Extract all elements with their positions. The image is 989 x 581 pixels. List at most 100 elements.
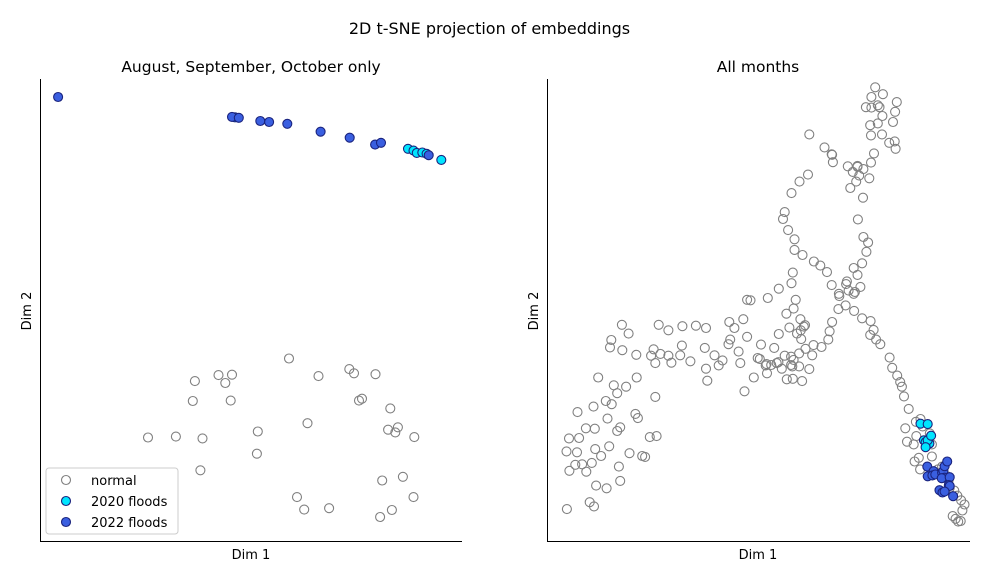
right-point-normal-16 bbox=[591, 480, 602, 491]
right-point-normal-222 bbox=[959, 499, 970, 510]
right-y-axis-label: Dim 2 bbox=[527, 292, 542, 331]
right-point-normal-183 bbox=[841, 279, 852, 290]
right-point-normal-2 bbox=[570, 459, 581, 470]
right-point-normal-167 bbox=[819, 142, 830, 153]
legend-label-2022-floods: 2022 floods bbox=[91, 516, 168, 531]
right-point-normal-106 bbox=[788, 303, 799, 314]
right-point-normal-20 bbox=[615, 475, 626, 486]
left-point-normal-10 bbox=[251, 448, 262, 459]
right-point-normal-181 bbox=[826, 280, 837, 291]
right-point-normal-113 bbox=[786, 351, 797, 362]
right-point-normal-118 bbox=[808, 340, 819, 351]
legend-marker-2022-floods bbox=[60, 516, 72, 528]
right-point-normal-147 bbox=[866, 102, 877, 113]
right-point-2022-floods-16 bbox=[939, 486, 950, 497]
right-point-normal-98 bbox=[729, 322, 740, 334]
right-point-normal-8 bbox=[574, 432, 585, 444]
right-point-normal-157 bbox=[890, 106, 901, 117]
right-point-normal-122 bbox=[827, 316, 838, 328]
right-point-normal-115 bbox=[804, 364, 815, 375]
left-point-normal-17 bbox=[353, 395, 365, 406]
right-point-normal-41 bbox=[615, 422, 626, 433]
right-point-normal-57 bbox=[677, 321, 688, 332]
right-point-normal-145 bbox=[865, 130, 877, 141]
left-point-normal-22 bbox=[383, 424, 394, 435]
right-point-normal-10 bbox=[589, 423, 600, 434]
left-point-normal-28 bbox=[386, 504, 397, 516]
right-point-normal-32 bbox=[606, 334, 617, 346]
right-point-normal-206 bbox=[901, 436, 913, 447]
right-point-normal-133 bbox=[863, 237, 874, 248]
right-point-normal-31 bbox=[604, 342, 616, 353]
right-point-normal-164 bbox=[854, 170, 865, 181]
right-point-normal-130 bbox=[852, 269, 863, 280]
right-point-normal-223 bbox=[957, 505, 968, 516]
left-point-normal-1 bbox=[170, 431, 181, 442]
right-point-normal-6 bbox=[563, 433, 575, 444]
right-point-normal-72 bbox=[739, 386, 750, 397]
right-point-normal-67 bbox=[725, 334, 736, 345]
right-point-normal-109 bbox=[799, 320, 811, 331]
left-point-normal-7 bbox=[226, 369, 238, 380]
right-point-normal-143 bbox=[865, 157, 877, 168]
right-point-normal-104 bbox=[787, 267, 798, 278]
right-point-normal-102 bbox=[773, 283, 784, 294]
left-point-2022-floods-6 bbox=[315, 126, 326, 137]
left-point-normal-27 bbox=[408, 492, 419, 503]
right-point-normal-178 bbox=[808, 256, 819, 267]
right-point-normal-47 bbox=[650, 358, 661, 369]
right-point-normal-49 bbox=[648, 344, 659, 355]
right-point-normal-180 bbox=[821, 267, 833, 278]
right-point-normal-30 bbox=[593, 372, 604, 383]
right-point-normal-162 bbox=[860, 102, 871, 113]
right-point-normal-66 bbox=[717, 355, 728, 366]
left-point-normal-3 bbox=[187, 395, 198, 407]
right-panel-title: All months bbox=[717, 58, 800, 76]
right-point-normal-53 bbox=[685, 356, 696, 367]
right-point-normal-166 bbox=[827, 157, 838, 168]
right-point-normal-50 bbox=[655, 348, 666, 359]
left-point-normal-8 bbox=[225, 395, 236, 406]
left-point-2022-floods-4 bbox=[264, 116, 275, 128]
right-point-normal-137 bbox=[851, 176, 862, 187]
left-point-normal-13 bbox=[313, 371, 324, 382]
right-point-normal-75 bbox=[755, 339, 767, 350]
left-point-normal-9 bbox=[195, 465, 206, 476]
right-point-normal-43 bbox=[640, 451, 651, 462]
right-point-normal-4 bbox=[577, 459, 588, 470]
left-point-normal-20 bbox=[385, 403, 396, 414]
left-point-2022-floods-5 bbox=[282, 118, 293, 129]
right-point-normal-55 bbox=[653, 319, 664, 330]
right-point-normal-11 bbox=[588, 401, 599, 412]
right-point-normal-12 bbox=[586, 457, 597, 468]
right-point-normal-5 bbox=[561, 446, 572, 457]
left-point-normal-23 bbox=[392, 422, 403, 433]
legend-marker-normal bbox=[60, 474, 72, 486]
right-point-normal-14 bbox=[590, 444, 601, 455]
right-point-normal-82 bbox=[786, 359, 797, 371]
right-point-normal-0 bbox=[561, 504, 572, 515]
right-point-normal-60 bbox=[700, 322, 712, 334]
right-point-normal-151 bbox=[872, 118, 883, 129]
left-x-axis-label: Dim 1 bbox=[232, 548, 271, 563]
right-point-normal-80 bbox=[776, 363, 787, 374]
right-point-normal-175 bbox=[789, 234, 800, 245]
right-point-normal-144 bbox=[868, 148, 880, 159]
right-point-normal-37 bbox=[631, 372, 642, 383]
right-point-normal-78 bbox=[766, 359, 777, 371]
right-point-normal-146 bbox=[865, 120, 876, 131]
right-point-normal-135 bbox=[852, 214, 863, 225]
right-point-normal-127 bbox=[849, 286, 860, 298]
right-point-normal-194 bbox=[887, 362, 898, 373]
right-point-normal-196 bbox=[895, 377, 906, 388]
right-point-normal-193 bbox=[884, 352, 895, 363]
right-point-normal-48 bbox=[646, 350, 657, 361]
right-point-2020-floods-7 bbox=[920, 442, 931, 453]
right-point-normal-149 bbox=[874, 102, 885, 113]
right-point-normal-81 bbox=[781, 374, 792, 385]
right-point-normal-177 bbox=[797, 249, 808, 261]
right-point-normal-171 bbox=[786, 188, 797, 199]
right-point-normal-229 bbox=[826, 149, 837, 160]
right-point-normal-112 bbox=[787, 361, 798, 372]
